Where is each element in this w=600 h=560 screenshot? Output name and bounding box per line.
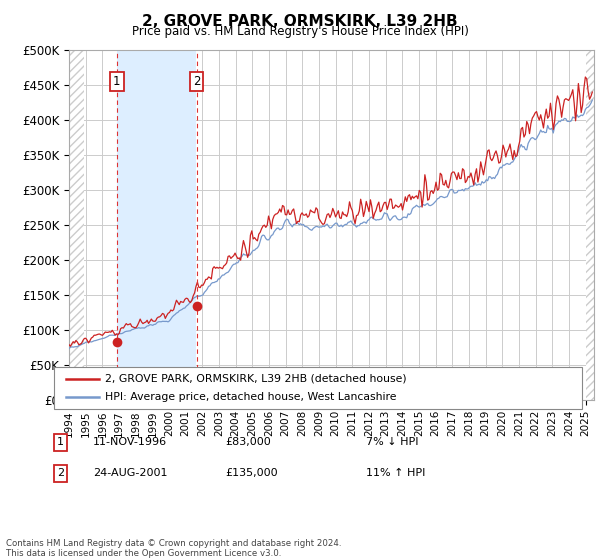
Bar xyxy=(117,50,196,400)
Text: 24-AUG-2001: 24-AUG-2001 xyxy=(93,468,167,478)
Text: 11% ↑ HPI: 11% ↑ HPI xyxy=(366,468,425,478)
Text: 2, GROVE PARK, ORMSKIRK, L39 2HB: 2, GROVE PARK, ORMSKIRK, L39 2HB xyxy=(142,14,458,29)
Text: 7% ↓ HPI: 7% ↓ HPI xyxy=(366,437,419,447)
Text: 2: 2 xyxy=(57,468,64,478)
Text: Contains HM Land Registry data © Crown copyright and database right 2024.
This d: Contains HM Land Registry data © Crown c… xyxy=(6,539,341,558)
Text: 1: 1 xyxy=(57,437,64,447)
Text: £135,000: £135,000 xyxy=(225,468,278,478)
Text: 11-NOV-1996: 11-NOV-1996 xyxy=(93,437,167,447)
Text: Price paid vs. HM Land Registry's House Price Index (HPI): Price paid vs. HM Land Registry's House … xyxy=(131,25,469,38)
Text: 2, GROVE PARK, ORMSKIRK, L39 2HB (detached house): 2, GROVE PARK, ORMSKIRK, L39 2HB (detach… xyxy=(105,374,407,384)
Text: HPI: Average price, detached house, West Lancashire: HPI: Average price, detached house, West… xyxy=(105,392,397,402)
Text: £83,000: £83,000 xyxy=(225,437,271,447)
Text: 1: 1 xyxy=(113,76,121,88)
Text: 2: 2 xyxy=(193,76,200,88)
